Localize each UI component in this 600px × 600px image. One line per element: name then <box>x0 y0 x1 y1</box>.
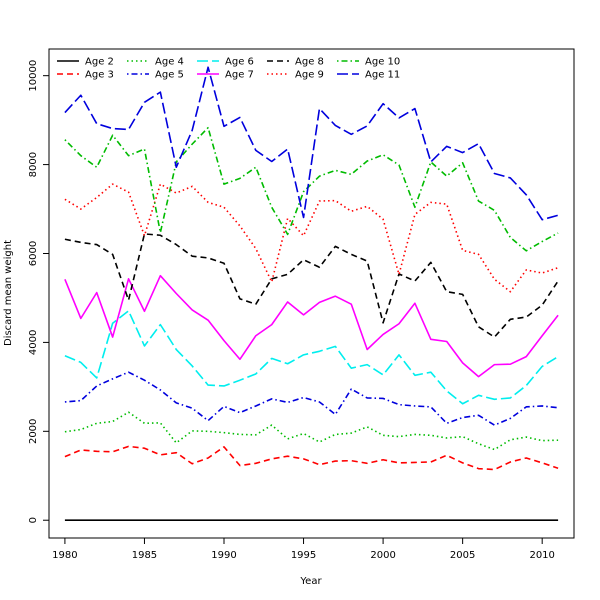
legend-label: Age 3 <box>85 70 114 81</box>
series-line-age-8 <box>64 233 559 338</box>
x-tick-label: 1990 <box>211 550 236 561</box>
y-tick-label: 10000 <box>28 60 39 92</box>
x-tick-label: 2000 <box>370 550 395 561</box>
plot-area-frame <box>48 48 575 539</box>
y-tick-label: 0 <box>28 517 39 523</box>
series-layer <box>64 66 559 522</box>
y-tick-label: 2000 <box>28 419 39 444</box>
x-tick-label: 1995 <box>291 550 316 561</box>
legend-label: Age 8 <box>295 57 324 68</box>
x-axis: 1980 1985 1990 1995 2000 2005 2010 <box>52 538 555 561</box>
series-line-age-6 <box>64 310 559 405</box>
y-axis-title: Discard mean weight <box>3 240 14 346</box>
legend-label: Age 11 <box>365 70 400 81</box>
legend-label: Age 6 <box>225 57 254 68</box>
legend-label: Age 5 <box>155 70 184 81</box>
legend: Age 2 Age 3 Age 4 Age 5 Age 6 Age 7 Age 8 Age 9… <box>57 57 400 81</box>
series-line-age-10 <box>64 126 559 252</box>
series-line-age-7 <box>64 274 559 378</box>
x-axis-title: Year <box>299 576 322 587</box>
series-line-age-3 <box>64 445 559 471</box>
legend-label: Age 10 <box>365 57 400 68</box>
legend-label: Age 9 <box>295 70 324 81</box>
legend-label: Age 4 <box>155 57 184 68</box>
series-line-age-4 <box>64 411 559 451</box>
x-tick-label: 2005 <box>450 550 475 561</box>
legend-label: Age 2 <box>85 57 114 68</box>
y-tick-label: 6000 <box>28 241 39 266</box>
series-line-age-5 <box>64 371 559 426</box>
y-tick-label: 8000 <box>28 152 39 177</box>
series-line-age-11 <box>64 66 559 221</box>
y-tick-label: 4000 <box>28 330 39 355</box>
x-tick-label: 2010 <box>529 550 554 561</box>
x-tick-label: 1980 <box>52 550 77 561</box>
series-line-age-9 <box>64 183 559 293</box>
x-tick-label: 1985 <box>132 550 157 561</box>
legend-label: Age 7 <box>225 70 254 81</box>
y-axis: 0 2000 4000 6000 8000 10000 <box>28 60 49 523</box>
